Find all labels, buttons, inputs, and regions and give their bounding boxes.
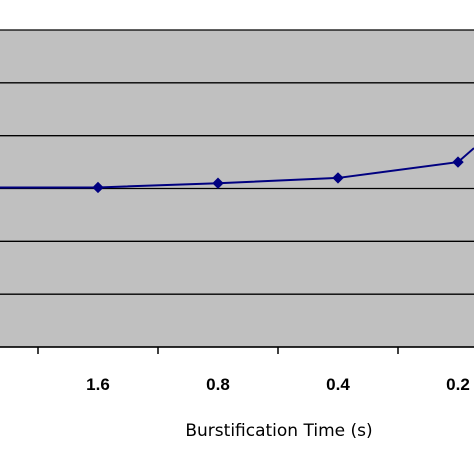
data-point-marker	[92, 181, 104, 194]
data-point-marker	[212, 177, 224, 189]
data-point-marker	[332, 172, 344, 184]
x-tick-label: 0.2	[446, 375, 470, 394]
series-layer	[0, 147, 474, 194]
x-tick-labels: 1.6 0.8 0.4 0.2	[86, 375, 470, 394]
x-tick-label: 0.4	[326, 375, 350, 394]
x-tick-label: 0.8	[206, 375, 230, 394]
data-point-marker	[452, 156, 464, 168]
x-axis-title: Burstification Time (s)	[185, 421, 372, 441]
x-tick-label: 1.6	[86, 375, 110, 394]
x-axis-ticks	[37, 347, 399, 354]
